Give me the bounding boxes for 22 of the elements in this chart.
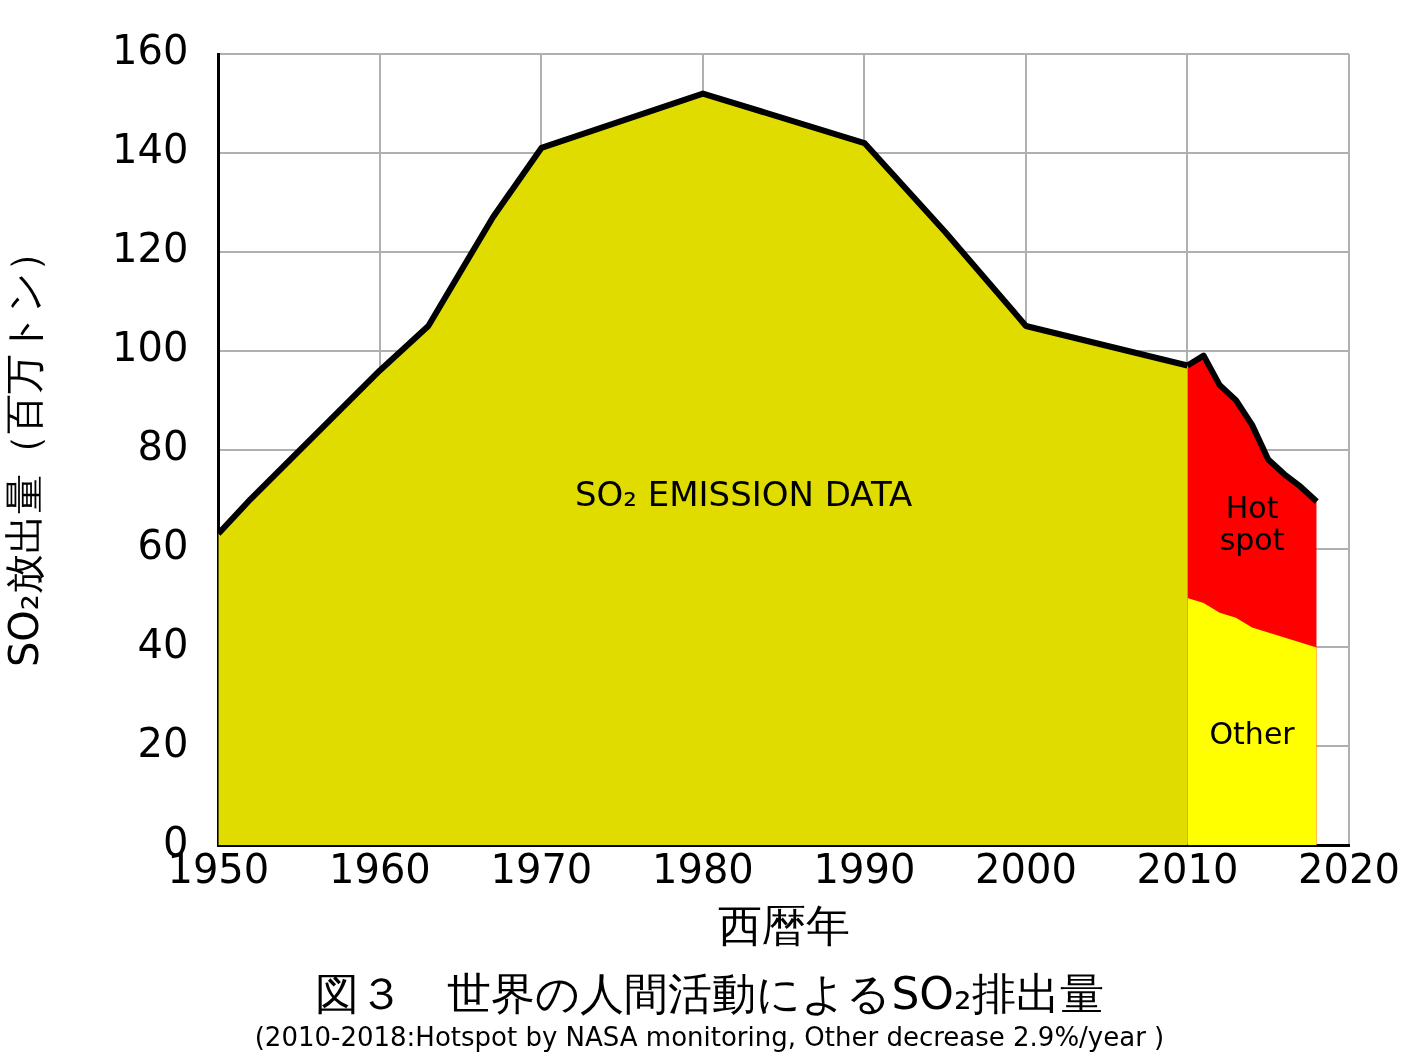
y-tick-label: 60 [137,521,189,568]
y-tick-label: 100 [111,324,189,371]
x-tick-label: 1960 [328,845,431,892]
x-tick-label: 1980 [652,845,754,892]
y-axis-title: SO₂放出量（百万トン） [1,232,48,668]
x-tick-label: 1970 [490,845,593,892]
series-label: Other [1209,716,1296,752]
y-tick-label: 140 [111,126,189,173]
text: 図３ 世界の人間活動によるSO₂排出量 [315,968,1104,1019]
y-tick-label: 20 [137,719,189,766]
x-tick-label: 2020 [1298,845,1400,892]
text: (2010-2018:Hotspot by NASA monitoring, Other decrease 2.9%/year ) [253,1022,1166,1052]
x-tick-label: 2010 [1136,845,1239,892]
y-tick-label: 120 [111,225,189,272]
x-axis-title: 西暦年 [717,900,850,952]
y-tick-label: 80 [137,422,189,469]
x-tick-label: 2000 [975,845,1077,892]
x-tick-label: 1990 [813,845,916,892]
y-tick-label: 160 [111,27,189,74]
series-label: Hot spot [1219,490,1285,558]
y-tick-label: 40 [137,620,189,667]
annotation: SO₂ EMISSION DATA [574,473,913,514]
